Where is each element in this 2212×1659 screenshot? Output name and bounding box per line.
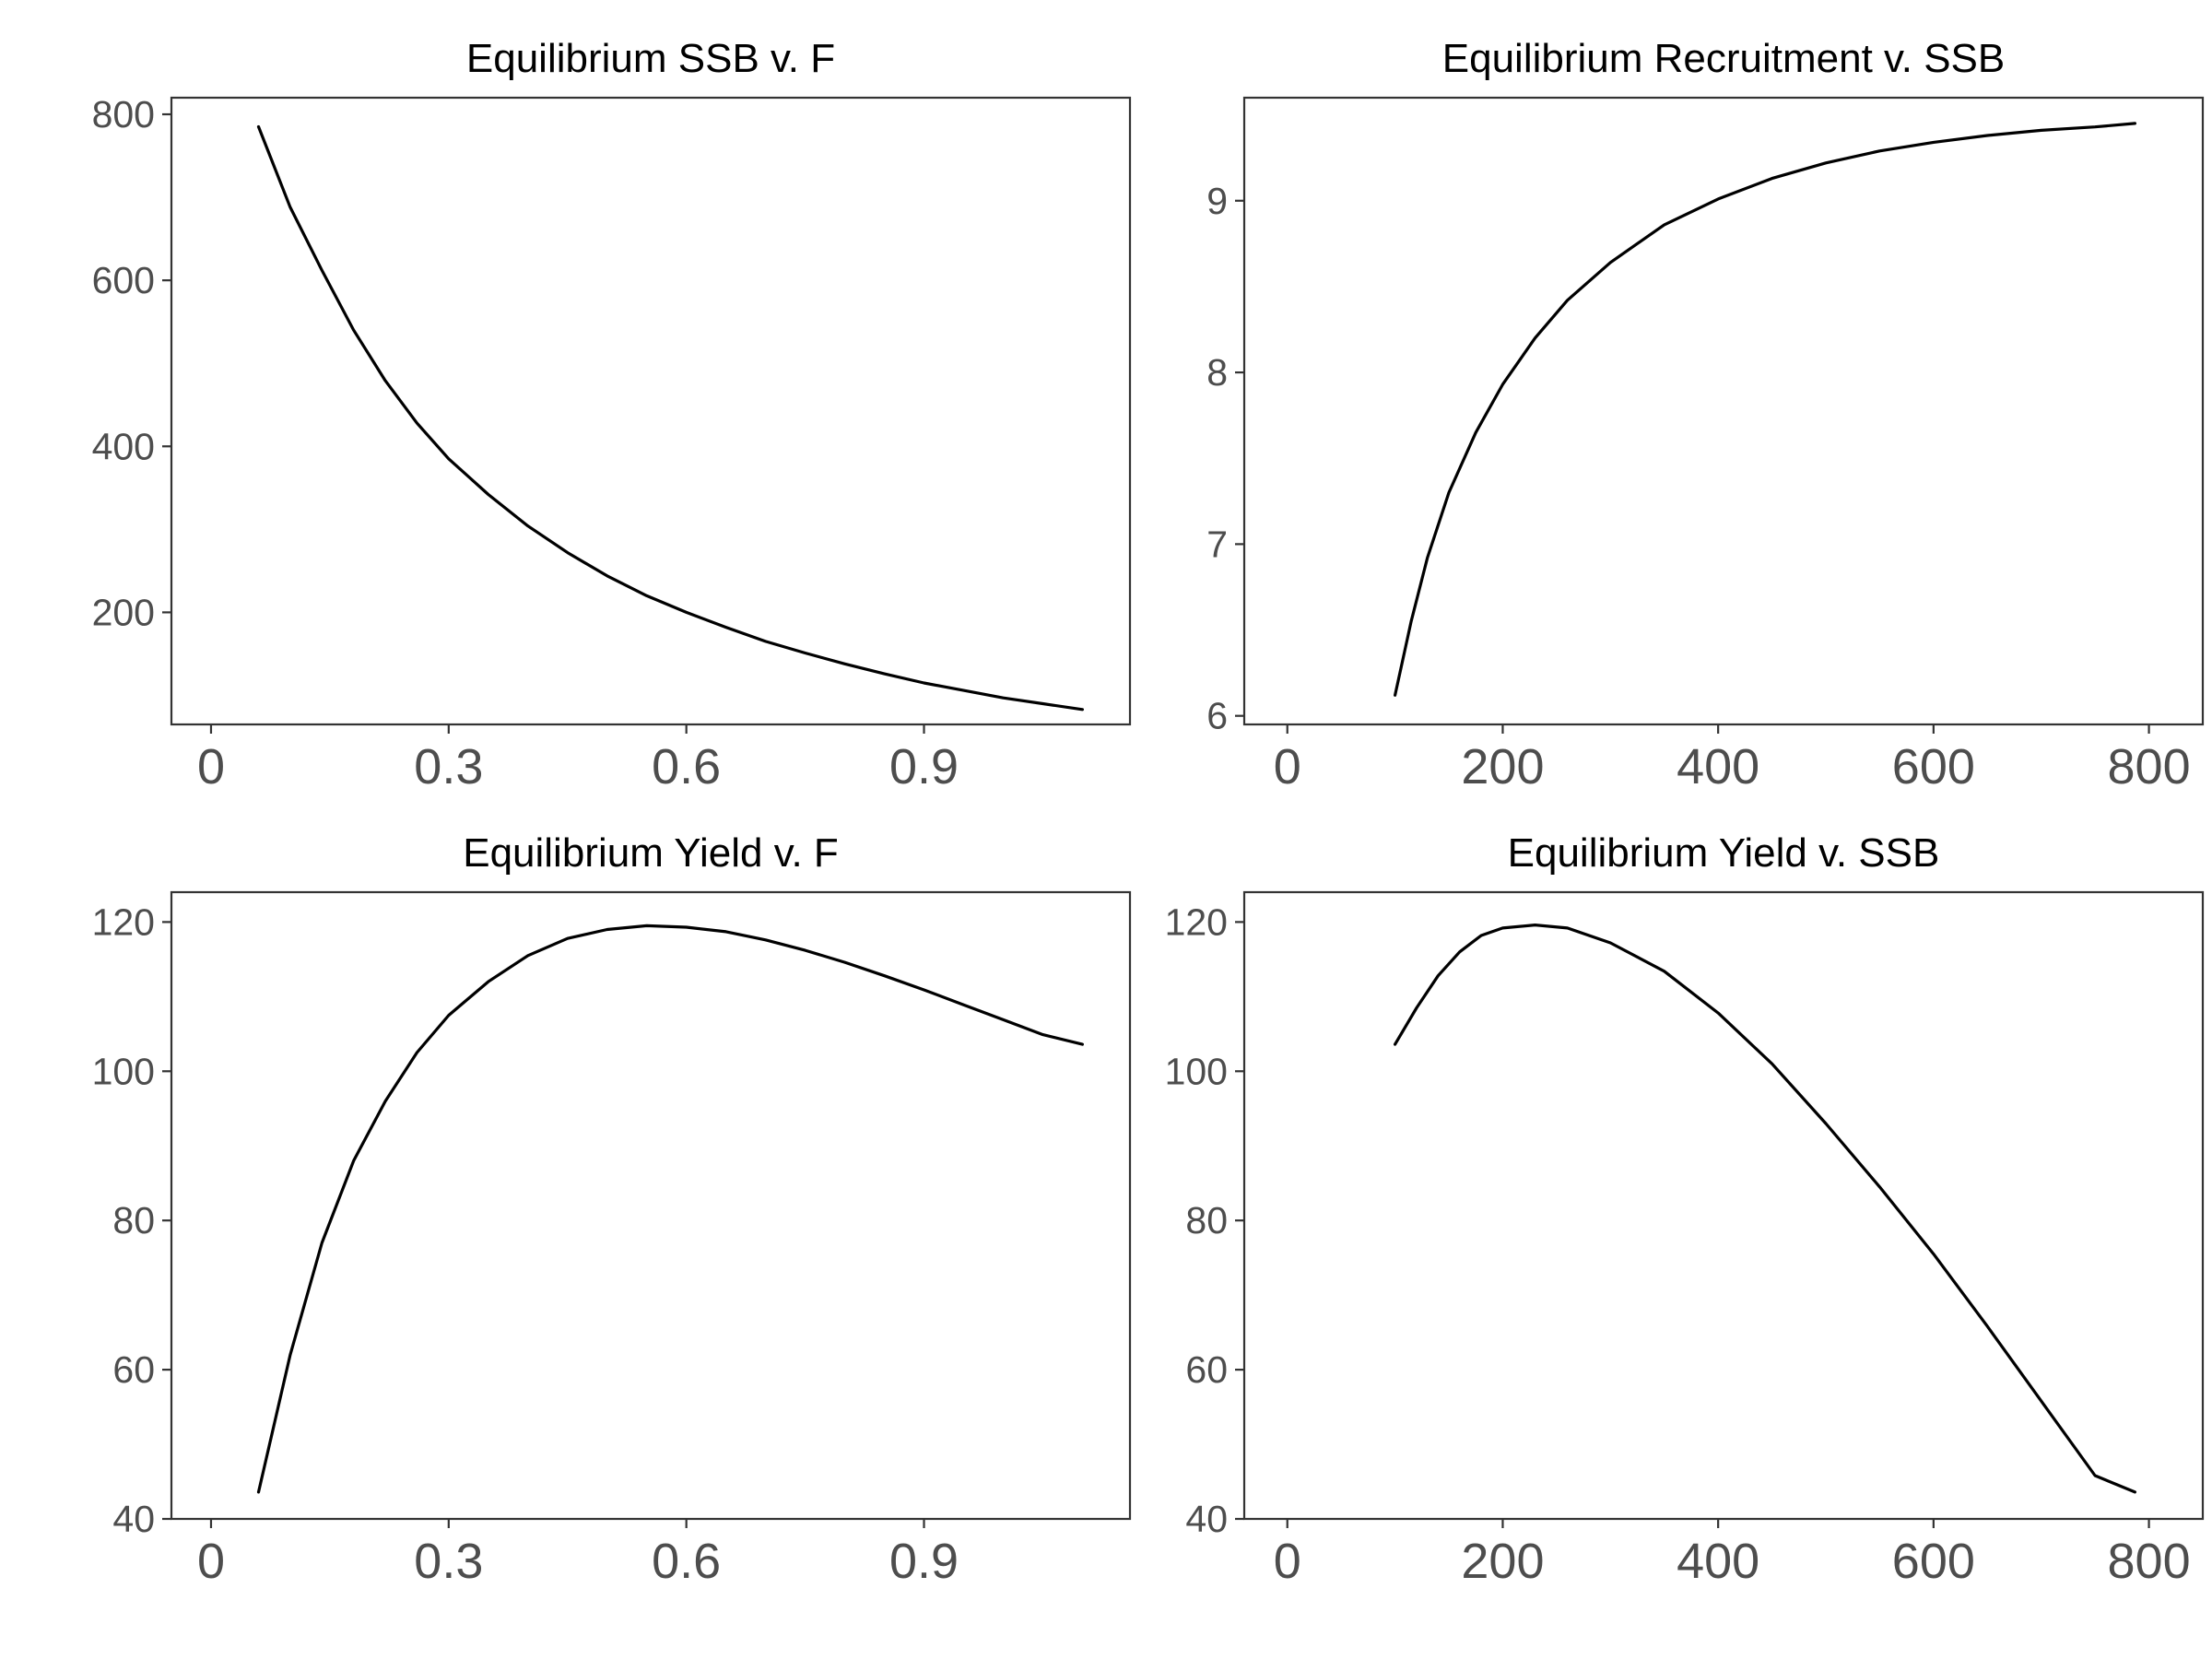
x-tick-label: 200 [1461, 739, 1544, 794]
y-tick-label: 60 [112, 1348, 155, 1391]
panel-yield-vs-f: Equilibrium Yield v. F 40 60 80 100 120 0 0.3 0… [92, 830, 1132, 1589]
y-tick-label: 800 [92, 93, 155, 135]
y-tick-label: 80 [1185, 1199, 1228, 1241]
y-tick-label: 120 [1165, 900, 1228, 943]
plot-frame [170, 96, 1132, 726]
y-tick-label: 40 [112, 1498, 155, 1540]
x-tick-label: 0.9 [889, 1534, 959, 1589]
series-line [1393, 122, 2136, 697]
panel-yield-vs-ssb: Equilibrium Yield v. SSB 40 60 80 100 120 0 20… [1165, 830, 2205, 1589]
y-tick-label: 8 [1206, 351, 1228, 394]
plot-frame [1242, 96, 2205, 726]
y-tick-label: 600 [92, 259, 155, 301]
x-tick-label: 0.9 [889, 739, 959, 794]
panel-title: Equilibrium Yield v. SSB [1508, 830, 1940, 876]
plot-frame [170, 890, 1132, 1521]
y-tick-label: 120 [92, 900, 155, 943]
y-tick-label: 7 [1206, 523, 1228, 565]
panel-title: Equilibrium Recruitment v. SSB [1442, 36, 2006, 81]
y-tick-label: 9 [1206, 180, 1228, 222]
panel-ssb-vs-f: Equilibrium SSB v. F 200 400 600 800 0 0.3 0.6… [92, 36, 1132, 794]
y-tick-label: 40 [1185, 1498, 1228, 1540]
panel-recruitment-vs-ssb: Equilibrium Recruitment v. SSB 6 7 8 9 0 200 4… [1206, 36, 2205, 794]
x-tick-label: 0.6 [652, 739, 721, 794]
y-tick-label: 6 [1206, 695, 1228, 737]
x-tick-label: 600 [1892, 739, 1975, 794]
x-tick-label: 0 [197, 1534, 225, 1589]
x-tick-label: 200 [1461, 1534, 1544, 1589]
x-tick-label: 0 [197, 739, 225, 794]
y-tick-label: 100 [92, 1050, 155, 1092]
y-tick-label: 200 [92, 591, 155, 633]
y-tick-label: 100 [1165, 1050, 1228, 1092]
y-tick-label: 400 [92, 425, 155, 467]
panel-title: Equilibrium SSB v. F [466, 36, 835, 81]
plot-frame [1242, 890, 2205, 1521]
series-line [256, 924, 1085, 1494]
series-line [1393, 923, 2136, 1494]
x-tick-label: 400 [1677, 1534, 1759, 1589]
series-line [256, 124, 1085, 712]
x-tick-label: 0.6 [652, 1534, 721, 1589]
y-tick-label: 80 [112, 1199, 155, 1241]
x-tick-label: 400 [1677, 739, 1759, 794]
x-tick-label: 0 [1274, 739, 1301, 794]
y-tick-label: 60 [1185, 1348, 1228, 1391]
x-tick-label: 600 [1892, 1534, 1975, 1589]
x-tick-label: 800 [2108, 739, 2191, 794]
x-tick-label: 0.3 [414, 1534, 483, 1589]
x-tick-label: 0.3 [414, 739, 483, 794]
x-tick-label: 800 [2108, 1534, 2191, 1589]
x-tick-label: 0 [1274, 1534, 1301, 1589]
panel-title: Equilibrium Yield v. F [463, 830, 839, 876]
